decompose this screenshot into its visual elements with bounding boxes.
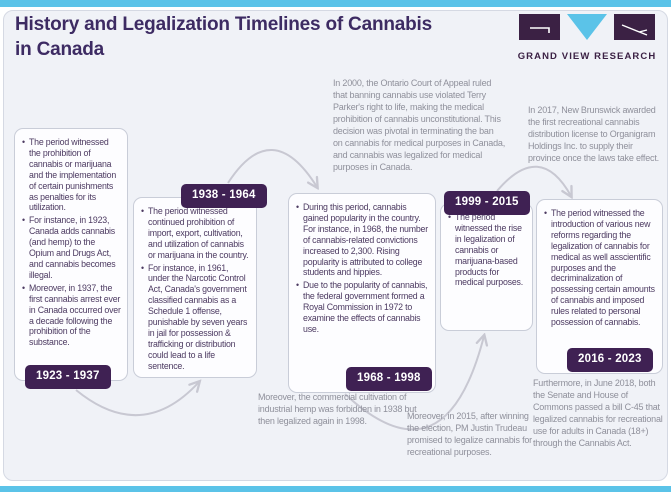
page-title-line1: History and Legalization Timelines of Ca…: [15, 14, 432, 35]
note-new-brunswick-2017: In 2017, New Brunswick awarded the first…: [528, 105, 659, 163]
timeline-bullet: Moreover, in 1937, the first cannabis ar…: [22, 283, 121, 348]
timeline-card-1938-1964: The period witnessed continued prohibiti…: [133, 197, 257, 378]
period-badge-1923-1937: 1923 - 1937: [25, 365, 111, 389]
brand-logo: GRAND VIEW RESEARCH: [517, 14, 657, 62]
timeline-card-1999-2015: The period witnessed the rise in legaliz…: [440, 203, 533, 331]
note-industrial-hemp: Moreover, the commercial cultivation of …: [258, 392, 417, 426]
timeline-bullet: Due to the popularity of cannabis, the f…: [296, 280, 429, 335]
timeline-bullet: For instance, in 1923, Canada adds canna…: [22, 215, 121, 280]
timeline-bullet: During this period, cannabis gained popu…: [296, 202, 429, 278]
page-title: History and Legalization Timelines of Ca…: [15, 13, 485, 62]
brand-name: GRAND VIEW RESEARCH: [517, 51, 657, 62]
top-accent-bar: [0, 0, 671, 7]
period-badge-1938-1964: 1938 - 1964: [181, 184, 267, 208]
timeline-bullet-list: During this period, cannabis gained popu…: [296, 202, 429, 335]
timeline-bullet: The period witnessed continued prohibiti…: [141, 206, 250, 261]
timeline-card-2016-2023: The period witnessed the introduction of…: [536, 199, 663, 374]
timeline-bullet-list: The period witnessed continued prohibiti…: [141, 206, 250, 372]
brand-logo-graphic: [519, 14, 655, 40]
bottom-accent-bar: [0, 486, 671, 492]
timeline-bullet: The period witnessed the rise in legaliz…: [448, 212, 526, 288]
timeline-card-1968-1998: During this period, cannabis gained popu…: [288, 193, 436, 393]
r-block-icon: [614, 14, 655, 40]
period-badge-2016-2023: 2016 - 2023: [567, 348, 653, 372]
page-title-line2: in Canada: [15, 38, 104, 60]
note-cannabis-act-2018: Furthermore, in June 2018, both the Sena…: [533, 378, 663, 448]
period-badge-1968-1998: 1968 - 1998: [346, 367, 432, 391]
timeline-bullet: For instance, in 1961, under the Narcoti…: [141, 263, 250, 372]
timeline-card-1923-1937: The period witnessed the prohibition of …: [14, 128, 128, 381]
note-ontario-court-2000: In 2000, the Ontario Court of Appeal rul…: [333, 78, 506, 172]
timeline-bullet: The period witnessed the prohibition of …: [22, 137, 121, 213]
timeline-bullet-list: The period witnessed the introduction of…: [544, 208, 656, 328]
timeline-bullet-list: The period witnessed the prohibition of …: [22, 137, 121, 348]
g-block-icon: [519, 14, 560, 40]
period-badge-1999-2015: 1999 - 2015: [444, 191, 530, 215]
triangle-down-icon: [567, 14, 607, 40]
note-trudeau-2015: Moreover, in 2015, after winning the ele…: [407, 411, 532, 457]
timeline-bullet-list: The period witnessed the rise in legaliz…: [448, 212, 526, 288]
timeline-bullet: The period witnessed the introduction of…: [544, 208, 656, 328]
